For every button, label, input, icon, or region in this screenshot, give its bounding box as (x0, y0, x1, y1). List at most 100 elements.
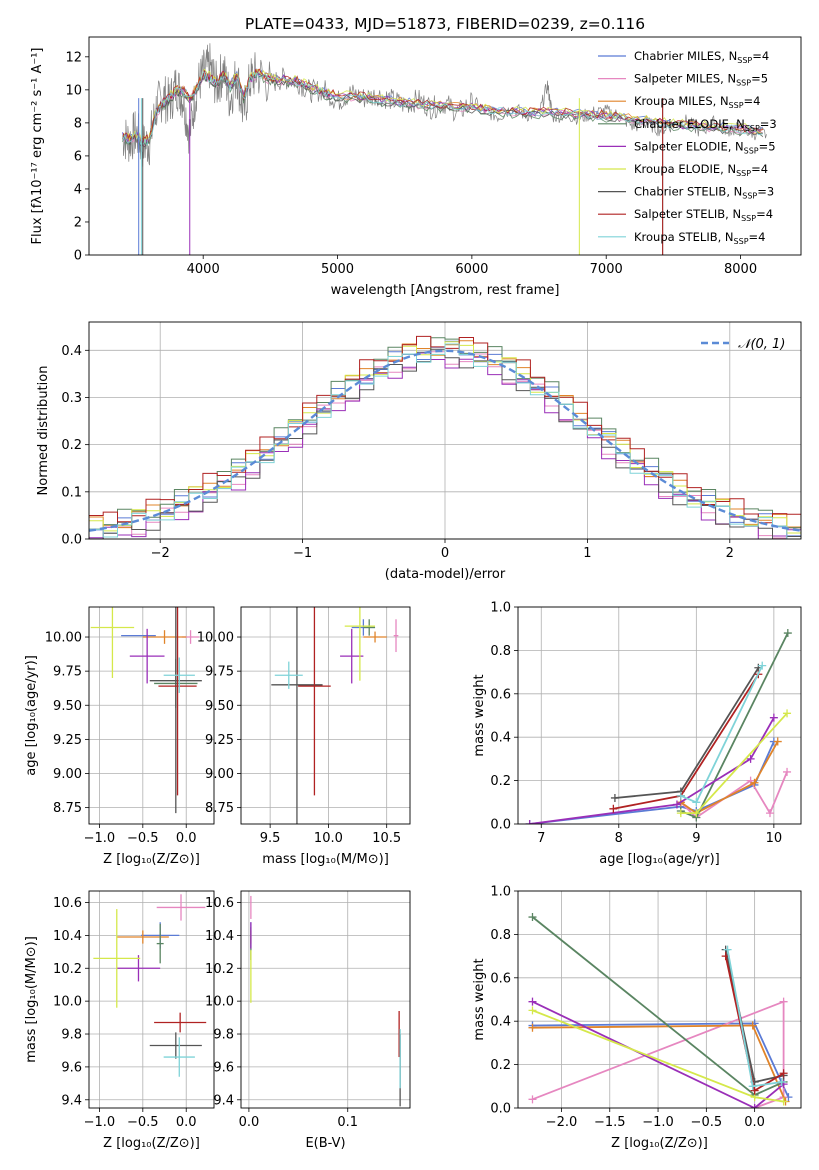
legend-label-subscript: SSP (744, 146, 759, 155)
legend-label: Kroupa MILES, NSSP=4 (634, 94, 760, 110)
weight-marker (750, 1086, 759, 1095)
x-axis-label: (data-model)/error (385, 567, 506, 582)
legend-label: Salpeter MILES, NSSP=5 (634, 72, 768, 88)
legend-label-subscript: SSP (736, 169, 751, 178)
weight-marker (528, 913, 537, 922)
y-tick-label: 9.6 (213, 1060, 234, 1075)
weight-marker (672, 800, 681, 809)
x-tick-label: 10 (766, 831, 783, 846)
x-tick-label: 7000 (590, 262, 623, 277)
legend-label-text: Salpeter ELODIE, N (634, 139, 744, 153)
y-tick-label: 6 (74, 149, 82, 164)
legend-label-subscript: SSP (742, 192, 757, 201)
weight-marker (676, 809, 685, 818)
x-tick-label: −0.5 (127, 831, 159, 846)
legend-label-suffix: =4 (752, 49, 769, 63)
x-tick-label: −1 (293, 546, 312, 561)
panels: 4000 5000 6000 7000 8000024681012wavelength … (24, 36, 802, 1151)
weight-marker (692, 809, 701, 818)
y-tick-label: 10.4 (205, 929, 234, 944)
weight-marker (528, 997, 537, 1006)
y-tick-label: 9.00 (53, 767, 82, 782)
weight-marker (758, 661, 767, 670)
y-tick-label: 8 (74, 116, 82, 131)
weight-marker (750, 1104, 759, 1108)
x-tick-label: −1.0 (84, 1115, 116, 1130)
weight-vs-Z-panel: −2.0 −1.5 −1.0 −0.5 0.0 0.0 0.2 0.4 0.6 0.8 1.0 Z [… (472, 885, 802, 1151)
y-axis-label: age [log₁₀(age/yr)] (24, 655, 39, 776)
weight-marker (528, 1095, 537, 1104)
legend-label: Kroupa ELODIE, NSSP=4 (634, 162, 768, 178)
y-tick-label: 9.4 (61, 1093, 82, 1108)
x-tick-label: 2 (726, 546, 734, 561)
weight-marker (746, 754, 755, 763)
legend-label: Salpeter ELODIE, NSSP=5 (634, 139, 776, 155)
x-axis-label: E(B-V) (305, 1136, 345, 1151)
x-tick-label: 0.0 (744, 1115, 765, 1130)
model-spectrum-line (122, 70, 763, 146)
y-tick-label: 1.0 (490, 885, 511, 900)
legend-label-suffix: =5 (759, 139, 776, 153)
x-tick-label: 9.5 (260, 831, 281, 846)
plot-frame (88, 606, 215, 825)
y-tick-label: 0.0 (61, 533, 82, 548)
mass-vs-Z-panel: −1.0 −0.5 0.0 9.4 9.6 9.8 10.0 10.2 10.4 10.6 Z [l… (24, 890, 215, 1151)
x-tick-label: 0.0 (176, 1115, 197, 1130)
weight-marker (779, 1069, 788, 1078)
legend-label-text: Chabrier MILES, N (634, 49, 737, 63)
y-tick-label: 8.75 (205, 801, 234, 816)
spectrum-panel: 4000 5000 6000 7000 8000 0 2 4 6 8 10 12 wavelength … (30, 36, 802, 298)
weight-marker (783, 629, 792, 638)
x-tick-label: 1 (583, 546, 591, 561)
y-tick-label: 4 (74, 182, 82, 197)
x-tick-label: −1.5 (594, 1115, 626, 1130)
y-tick-label: 10.6 (205, 896, 234, 911)
plot-frame (517, 606, 802, 825)
y-tick-label: 0.4 (490, 1015, 511, 1030)
weight-marker (777, 1077, 786, 1086)
y-tick-label: 10.00 (45, 631, 82, 646)
mass-vs-Z-plot-area (93, 894, 207, 1077)
weight-marker (748, 1082, 757, 1091)
y-axis-label: mass weight (472, 958, 487, 1040)
x-tick-label: 10.5 (372, 831, 401, 846)
y-tick-label: 2 (74, 215, 82, 230)
y-tick-label: 9.50 (205, 699, 234, 714)
y-tick-label: 12 (65, 50, 82, 65)
x-tick-label: −0.5 (127, 1115, 159, 1130)
y-tick-label: 0.0 (490, 818, 511, 833)
legend-label-text: Salpeter MILES, N (634, 72, 736, 86)
weight-marker (779, 997, 788, 1006)
legend-label-suffix: =3 (757, 185, 774, 199)
y-axis-label: Normed distribution (36, 366, 51, 496)
y-tick-label: 10.6 (53, 896, 82, 911)
x-tick-label: 0 (441, 546, 449, 561)
spectrum-plot-area (122, 43, 767, 255)
legend-label-suffix: =4 (751, 162, 768, 176)
legend-label: Chabrier MILES, NSSP=4 (634, 49, 769, 65)
y-axis-label: Flux [fλ10⁻¹⁷ erg cm⁻² s⁻¹ A⁻¹] (30, 48, 45, 245)
age-vs-mass-panel: 9.5 10.0 10.5 8.75 9.00 9.25 9.50 9.75 10.00 mass… (197, 606, 411, 867)
x-tick-label: 10.0 (314, 831, 343, 846)
mass-vs-EBV-plot-area (250, 895, 401, 1107)
y-tick-label: 10.0 (205, 995, 234, 1010)
legend-label-suffix: =5 (751, 72, 768, 86)
weight-marker (765, 809, 774, 818)
weight-marker (783, 709, 792, 718)
legend-label-subscript: SSP (737, 56, 752, 65)
y-tick-label: 10.4 (53, 929, 82, 944)
x-tick-label: −2 (151, 546, 170, 561)
y-tick-label: 9.25 (53, 733, 82, 748)
age-vs-Z-panel: −1.0 −0.5 0.0 8.75 9.00 9.25 9.50 9.75 10.00 Z [l… (24, 606, 215, 867)
x-tick-label: 7 (537, 831, 545, 846)
y-tick-label: 0.2 (490, 1058, 511, 1073)
x-tick-label: −2.0 (546, 1115, 578, 1130)
y-tick-label: 0.2 (61, 438, 82, 453)
y-tick-label: 0.3 (61, 391, 82, 406)
x-axis-label: mass [log₁₀(M/M⊙)] (262, 852, 389, 867)
weight-marker (779, 1097, 788, 1106)
x-tick-label: 5000 (321, 262, 354, 277)
x-tick-label: 0.0 (176, 831, 197, 846)
legend-label-text: Salpeter STELIB, N (634, 207, 741, 221)
y-tick-label: 0.4 (61, 344, 82, 359)
